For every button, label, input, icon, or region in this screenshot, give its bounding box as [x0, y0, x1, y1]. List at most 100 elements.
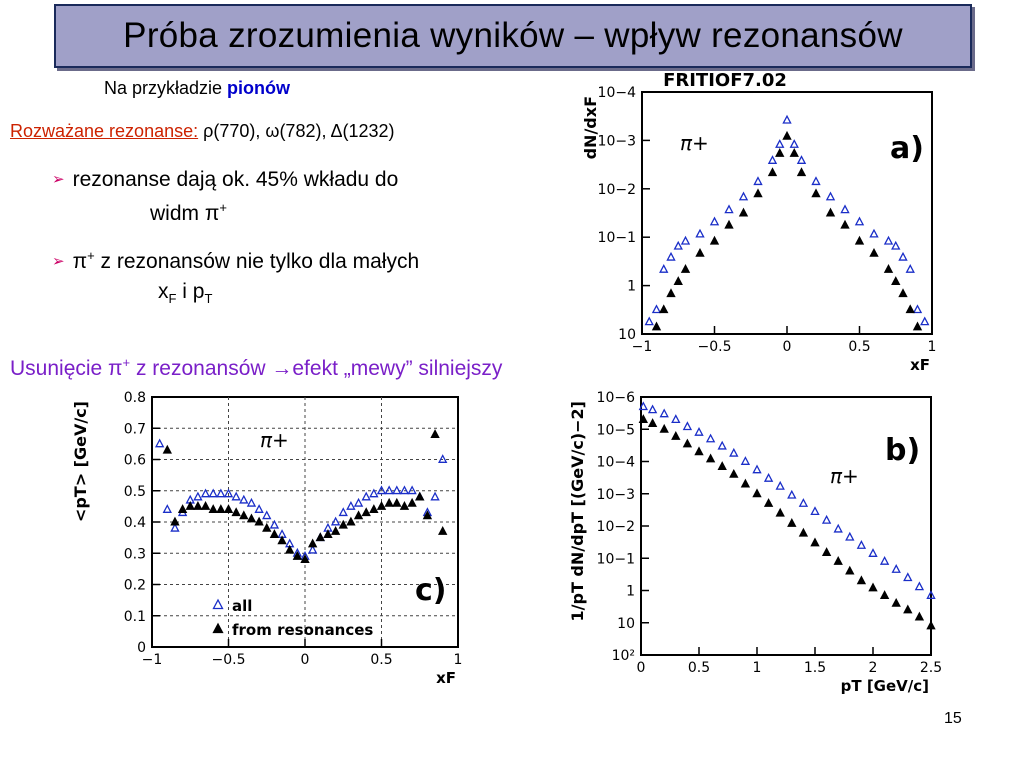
data-point-open [868, 548, 878, 557]
data-point-open [796, 155, 807, 164]
y-axis-label: 1/pT dN/dpT [(GeV/c)−2] [568, 401, 587, 621]
x-tick-label: 0.5 [370, 652, 392, 668]
data-point-open [738, 191, 749, 201]
data-point-open [821, 514, 832, 524]
data-point-open [898, 251, 908, 261]
data-point-open [651, 304, 662, 314]
data-point-open [912, 304, 923, 314]
data-point-filled [709, 235, 720, 245]
data-point-open [763, 472, 774, 482]
data-point-filled [338, 519, 348, 529]
y-tick-label: 10−1 [598, 230, 636, 246]
data-point-open [920, 316, 930, 326]
y-axis-label: <pT> [GeV/c] [71, 401, 90, 522]
resonances-list: ρ(770), ω(782), Δ(1232) [198, 121, 395, 141]
data-point-filled [651, 321, 662, 331]
data-point-open [926, 590, 936, 599]
data-point-open [262, 510, 272, 520]
intro-line: Na przykładzie pionów [104, 78, 290, 99]
data-point-filled [789, 148, 799, 157]
data-point-filled [216, 504, 226, 513]
y-tick-label: 10² [612, 648, 635, 664]
bullet-2: ➢ π+ z rezonansów nie tylko dla małych [52, 248, 419, 274]
x-tick-label: 2 [869, 660, 878, 676]
data-point-open [753, 176, 763, 186]
intro-bold: pionów [227, 78, 291, 98]
data-point-filled [208, 504, 218, 513]
data-point-filled [738, 207, 749, 217]
data-point-filled [796, 167, 807, 177]
data-point-open [254, 504, 264, 513]
data-point-open [787, 489, 797, 499]
data-point-open [682, 421, 693, 431]
data-point-filled [673, 276, 683, 285]
x-tick-label: −1 [142, 652, 163, 668]
data-point-filled [680, 263, 691, 273]
data-point-filled [879, 590, 890, 599]
y-tick-label: 0.1 [124, 609, 146, 625]
data-point-filled [782, 130, 792, 140]
data-point-open [709, 216, 720, 226]
data-point-filled [262, 522, 272, 532]
data-point-filled [162, 444, 172, 454]
data-point-open [154, 438, 165, 448]
x-tick-label: 0.5 [688, 660, 710, 676]
x-tick-label: 2.5 [920, 660, 942, 676]
data-point-open [810, 506, 820, 516]
data-point-open [903, 572, 913, 582]
x-tick-label: −1 [632, 339, 653, 355]
x-tick-label: −0.5 [212, 652, 246, 668]
y-tick-label: 0.7 [124, 421, 146, 437]
data-point-filled [798, 527, 809, 537]
data-point-open [376, 485, 387, 495]
data-point-filled [300, 554, 310, 563]
chart-c-mean-pt: −1 −0.5 0 0.5 1 0 0.1 0.2 0.3 0.4 0.5 0.6 0.7 0.8 xF <p… [71, 390, 462, 687]
y-tick-label: 0.3 [124, 546, 146, 562]
data-point-open [430, 491, 440, 501]
data-point-open [384, 485, 394, 495]
data-point-filled [763, 498, 774, 507]
panel-label: b) [885, 433, 920, 468]
y-tick-label: 10−2 [598, 182, 636, 198]
data-point-open [346, 500, 356, 510]
chart-a-dn-dxf: −1 −0.5 0 0.5 1 10 1 10−1 10−2 10−3 10−4 xF dN/dxF a)… [581, 70, 937, 374]
panel-label: c) [415, 573, 447, 608]
data-point-filled [682, 438, 693, 448]
data-point-filled [740, 478, 751, 488]
page-number: 15 [944, 710, 962, 727]
bullet2-x: x [158, 280, 169, 303]
y-tick-label: 10 [618, 327, 636, 343]
data-point-open [170, 522, 180, 532]
data-point-filled [369, 504, 379, 513]
x-tick-label: 1 [928, 339, 937, 355]
data-point-open [638, 401, 648, 411]
data-point-filled [856, 575, 867, 585]
data-point-filled [415, 491, 425, 501]
data-point-filled [193, 500, 203, 510]
legend-label-all: all [232, 597, 252, 615]
x-tick-label: 0 [637, 660, 646, 676]
data-point-filled [323, 529, 333, 538]
data-point-filled [903, 604, 913, 614]
data-point-open [789, 139, 799, 148]
data-point-open [856, 540, 867, 549]
chart-header: FRITIOF7.02 [663, 70, 787, 91]
bullet2-mid: i p [176, 280, 205, 303]
removal-b: z rezonansów →efekt „mewy” silniejszy [130, 357, 503, 380]
slide-title-box: Próba zrozumienia wyników – wpływ rezona… [54, 4, 972, 68]
data-point-filled [821, 547, 832, 557]
bullet2-line1: z rezonansów nie tylko dla małych [94, 250, 420, 273]
y-tick-label: 10−4 [597, 455, 636, 471]
data-point-filled [361, 507, 371, 517]
plot-frame [641, 91, 933, 335]
data-point-open [879, 555, 890, 565]
x-axis-label: xF [436, 669, 456, 687]
data-point-open [438, 454, 448, 463]
data-point-open [914, 581, 925, 591]
data-point-open [680, 235, 691, 245]
data-point-open [705, 433, 716, 443]
y-tick-label: 0 [137, 640, 146, 656]
data-point-open [694, 426, 704, 436]
data-point-filled [775, 148, 785, 157]
data-point-open [338, 507, 348, 517]
